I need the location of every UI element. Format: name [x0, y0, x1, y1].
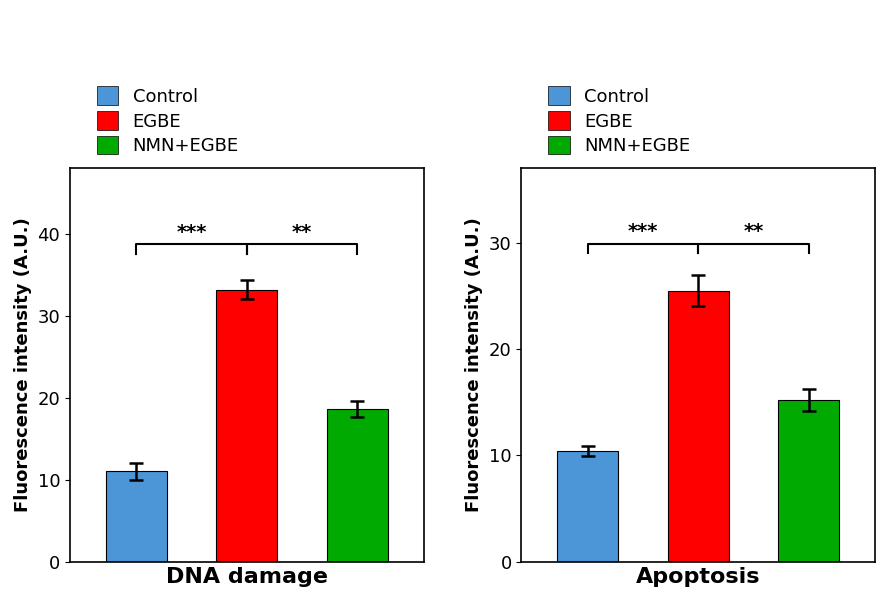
Bar	[557, 451, 618, 561]
X-axis label: DNA damage: DNA damage	[165, 567, 328, 587]
Bar	[779, 400, 839, 561]
Y-axis label: Fluorescence intensity (A.U.): Fluorescence intensity (A.U.)	[465, 218, 484, 512]
Y-axis label: Fluorescence intensity (A.U.): Fluorescence intensity (A.U.)	[14, 218, 32, 512]
Text: ***: ***	[176, 223, 207, 242]
Text: ***: ***	[628, 222, 658, 240]
Bar	[327, 409, 388, 561]
Bar	[668, 290, 729, 561]
Text: **: **	[743, 222, 764, 240]
Legend: Control, EGBE, NMN+EGBE: Control, EGBE, NMN+EGBE	[97, 87, 239, 155]
Legend: Control, EGBE, NMN+EGBE: Control, EGBE, NMN+EGBE	[549, 87, 691, 155]
X-axis label: Apoptosis: Apoptosis	[636, 567, 760, 587]
Bar	[216, 290, 277, 561]
Text: **: **	[292, 223, 312, 242]
Bar	[106, 471, 166, 561]
